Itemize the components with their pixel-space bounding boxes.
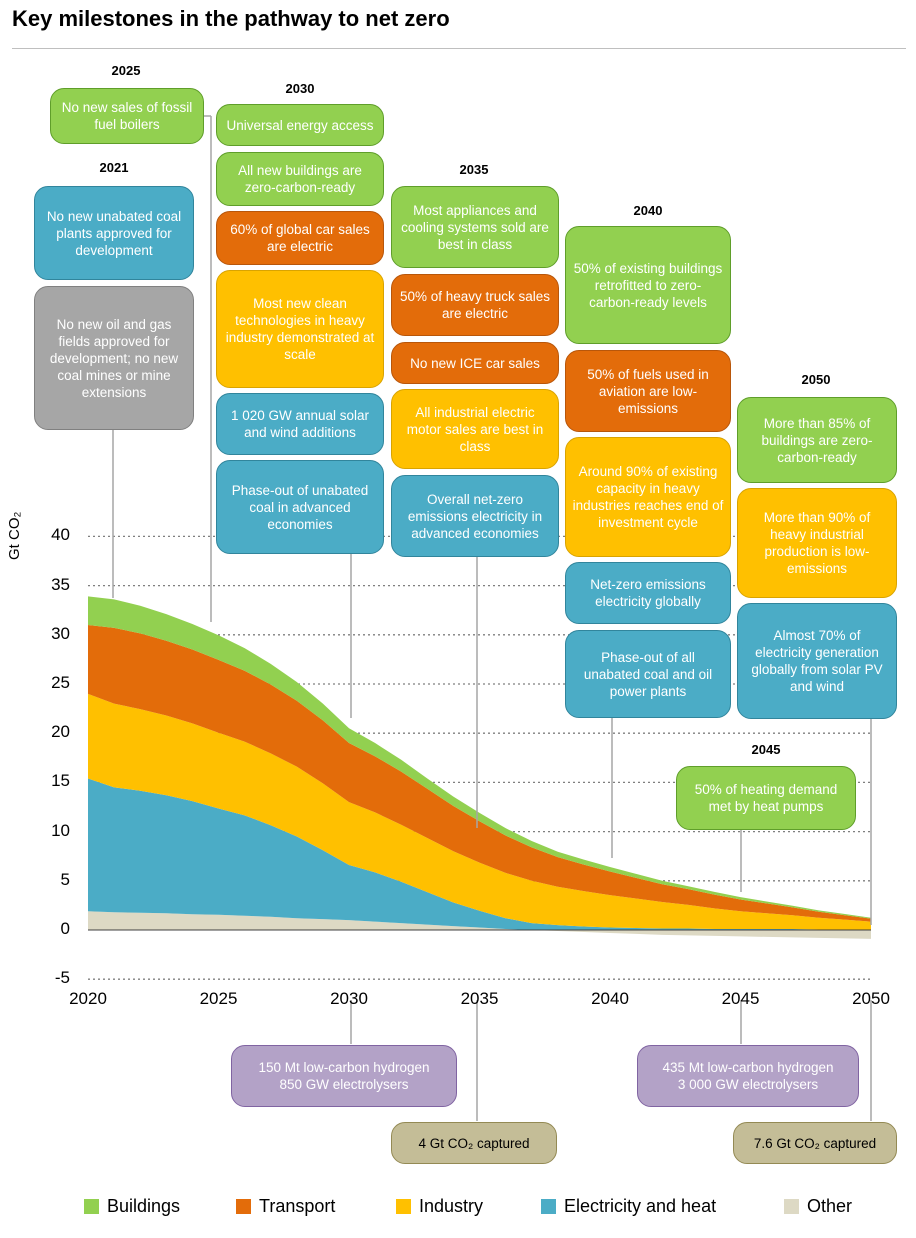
y-tick-label: 20 [51,722,70,742]
hydrogen-box-text: 435 Mt low-carbon hydrogen 3 000 GW elec… [662,1060,834,1092]
milestone-box: No new unabated coal plants approved for… [34,186,194,280]
legend-label: Industry [419,1196,484,1216]
milestone-box: More than 85% of buildings are zero-carb… [737,397,897,483]
y-tick-label: 0 [60,919,70,938]
y-tick-label: 15 [51,771,70,791]
milestone-box: 50% of fuels used in aviation are low-em… [565,350,731,432]
year-label-2030: 2030 [285,81,315,96]
y-axis-label: Gt CO₂ [6,511,23,560]
milestone-box: Around 90% of existing capacity in heavy… [565,437,731,557]
legend-label: Electricity and heat [564,1196,717,1216]
legend-label: Transport [259,1196,336,1216]
area-transport [88,624,871,922]
co2-captured-text: 7.6 Gt CO₂ captured [753,1135,877,1151]
year-label-2040: 2040 [633,203,663,218]
milestone-box: Phase-out of all unabated coal and oil p… [565,630,731,718]
milestone-box: 50% of heating demand met by heat pumps [676,766,856,830]
milestone-box: 50% of heavy truck sales are electric [391,274,559,336]
year-label-2050: 2050 [801,372,831,387]
area-electricity-and-heat [88,778,871,930]
milestone-box: Universal energy access [216,104,384,146]
x-tick-label: 2040 [591,989,629,1008]
title-rule [12,48,906,49]
milestone-box: 60% of global car sales are electric [216,211,384,265]
hydrogen-box: 150 Mt low-carbon hydrogen 850 GW electr… [231,1045,457,1107]
legend-swatch [784,1199,799,1214]
legend-item-electricity-and-heat: Electricity and heat [541,1196,716,1217]
legend-label: Buildings [107,1196,181,1216]
milestone-box: 50% of existing buildings retrofitted to… [565,226,731,344]
x-tick-label: 2030 [330,989,368,1008]
y-tick-label: 5 [60,869,70,889]
y-tick-label: -5 [54,968,70,988]
co2-captured-box: 4 Gt CO₂ captured [391,1122,557,1164]
hydrogen-box-text: 150 Mt low-carbon hydrogen 850 GW electr… [258,1060,430,1092]
milestone-box: More than 90% of heavy industrial produc… [737,488,897,598]
milestone-box: All industrial electric motor sales are … [391,389,559,469]
milestone-box: Overall net-zero emissions electricity i… [391,475,559,557]
milestone-box: All new buildings are zero-carbon-ready [216,152,384,206]
milestone-box: No new oil and gas fields approved for d… [34,286,194,430]
year-label-2025: 2025 [111,63,141,78]
y-tick-label: 25 [51,673,70,692]
area-industry [88,693,871,930]
legend-swatch [396,1199,411,1214]
x-tick-label: 2020 [69,989,107,1008]
milestone-box: Almost 70% of electricity generation glo… [737,603,897,719]
year-label-2021: 2021 [99,160,129,175]
co2-captured-box: 7.6 Gt CO₂ captured [733,1122,897,1164]
milestone-box: No new sales of fossil fuel boilers [50,88,204,144]
legend-item-other: Other [784,1196,852,1217]
milestone-box: Most appliances and cooling systems sold… [391,186,559,268]
milestone-box: No new ICE car sales [391,342,559,384]
area-other [88,911,871,939]
chart-title: Key milestones in the pathway to net zer… [12,6,450,31]
milestone-box: 1 020 GW annual solar and wind additions [216,393,384,455]
legend-item-industry: Industry [396,1196,483,1217]
x-tick-label: 2045 [721,989,760,1008]
area-buildings [88,596,871,919]
x-tick-label: 2025 [199,989,238,1008]
milestone-box: Most new clean technologies in heavy ind… [216,270,384,388]
y-tick-label: 40 [51,525,70,545]
x-tick-label: 2050 [852,989,890,1008]
milestone-box: Net-zero emissions electricity globally [565,562,731,624]
legend-label: Other [807,1196,853,1216]
legend-item-transport: Transport [236,1196,335,1217]
y-tick-label: 30 [51,623,70,643]
y-tick-label: 35 [51,574,70,594]
legend-swatch [541,1199,556,1214]
y-tick-label: 10 [51,820,70,840]
x-tick-label: 2035 [460,989,499,1008]
milestone-box: Phase-out of unabated coal in advanced e… [216,460,384,554]
legend-swatch [236,1199,251,1214]
legend-item-buildings: Buildings [84,1196,180,1217]
co2-captured-text: 4 Gt CO₂ captured [418,1135,530,1151]
year-label-2045: 2045 [751,742,781,757]
legend-swatch [84,1199,99,1214]
hydrogen-box: 435 Mt low-carbon hydrogen 3 000 GW elec… [637,1045,859,1107]
year-label-2035: 2035 [459,162,489,177]
